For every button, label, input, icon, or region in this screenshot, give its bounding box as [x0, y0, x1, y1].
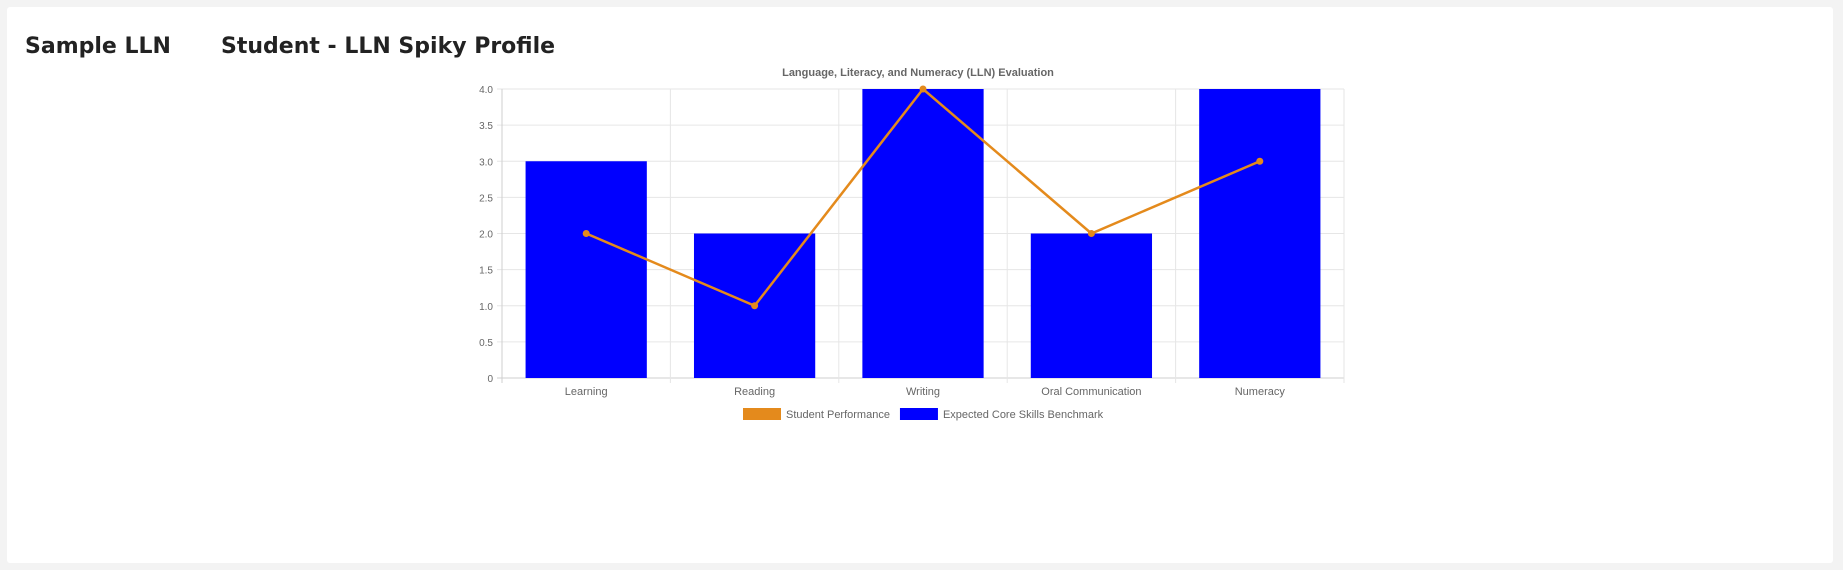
performance-point-learning[interactable]	[582, 230, 590, 237]
legend-swatch[interactable]	[743, 408, 781, 420]
y-tick-label: 0	[487, 374, 493, 385]
performance-point-oral-communication[interactable]	[1087, 230, 1095, 237]
report-card: Sample LLN Student - LLN Spiky Profile L…	[7, 7, 1833, 563]
benchmark-bar-writing[interactable]	[862, 89, 984, 378]
x-tick-label: Writing	[906, 386, 940, 398]
x-tick-label: Oral Communication	[1041, 386, 1141, 398]
y-tick-label: 2.5	[479, 193, 493, 204]
y-tick-label: 2.0	[479, 230, 493, 241]
performance-line	[582, 85, 1264, 310]
chart-title: Language, Literacy, and Numeracy (LLN) E…	[782, 67, 1054, 79]
page-title: Student - LLN Spiky Profile	[221, 33, 556, 59]
legend-label[interactable]: Expected Core Skills Benchmark	[943, 409, 1104, 421]
benchmark-bar-numeracy[interactable]	[1199, 89, 1321, 378]
performance-point-writing[interactable]	[919, 85, 927, 93]
chart-container: Language, Literacy, and Numeracy (LLN) E…	[7, 7, 1833, 563]
y-tick-label: 0.5	[479, 338, 493, 349]
report-header: Sample LLN Student - LLN Spiky Profile	[25, 31, 555, 61]
y-tick-label: 3.5	[479, 121, 493, 132]
x-tick-label: Learning	[565, 386, 608, 398]
x-tick-label: Reading	[734, 386, 775, 398]
x-axis-ticks: Learning Reading Writing Oral Communication…	[565, 386, 1286, 398]
legend-swatch[interactable]	[899, 408, 938, 420]
y-tick-label: 4.0	[479, 85, 493, 96]
chart-legend[interactable]: Student Performance Expected Core Skills …	[743, 408, 1104, 421]
benchmark-bar-oral-communication[interactable]	[1030, 233, 1153, 379]
y-axis-ticks: 0 0.5 1.0 1.5 2.0 2.5 3.0 3.5 4.0	[479, 85, 493, 385]
y-tick-label: 3.0	[479, 157, 493, 168]
benchmark-bars	[525, 89, 1321, 379]
lln-chart: Language, Literacy, and Numeracy (LLN) E…	[479, 67, 1345, 421]
y-tick-label: 1.0	[479, 302, 493, 313]
y-tick-label: 1.5	[479, 266, 493, 277]
performance-point-numeracy[interactable]	[1256, 157, 1264, 165]
app-title: Sample LLN	[25, 33, 171, 59]
legend-label[interactable]: Student Performance	[786, 409, 890, 421]
x-tick-label: Numeracy	[1235, 386, 1286, 398]
benchmark-bar-learning[interactable]	[525, 161, 647, 378]
performance-point-reading[interactable]	[751, 302, 759, 310]
